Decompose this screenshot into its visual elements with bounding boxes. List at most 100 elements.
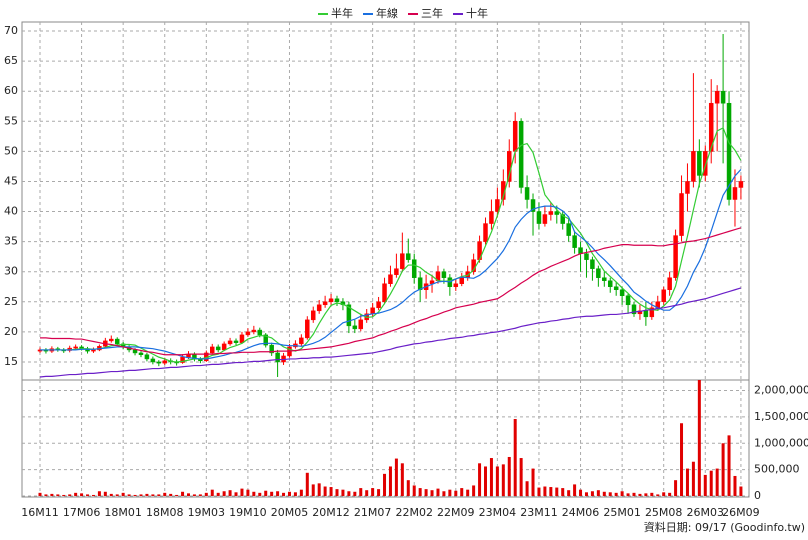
candle-body — [679, 193, 684, 236]
y2-tick-label: 1,500,000 — [754, 410, 808, 423]
candle-body — [73, 346, 78, 349]
volume-bar — [478, 463, 482, 496]
volume-bar — [596, 490, 600, 496]
volume-bar — [430, 490, 434, 496]
volume-bar — [739, 486, 743, 496]
volume-bar — [525, 481, 529, 496]
y2-tick-label: 0 — [754, 489, 761, 502]
volume-bar — [222, 491, 226, 496]
volume-bar — [412, 485, 416, 496]
volume-bar — [394, 458, 398, 496]
volume-bar — [282, 492, 286, 496]
candle-body — [263, 334, 268, 346]
candle-body — [489, 211, 494, 224]
candle-body — [215, 346, 221, 351]
volume-bar — [133, 494, 137, 496]
candle-body — [245, 331, 251, 336]
candle-body — [548, 211, 554, 215]
candle-body — [714, 90, 720, 104]
moving-average-line — [40, 227, 742, 356]
volume-bar — [192, 494, 196, 496]
y-tick-label: 70 — [4, 24, 18, 37]
volume-bar — [56, 494, 60, 496]
volume-bar — [121, 492, 125, 496]
volume-bar — [145, 493, 149, 496]
y2-tick-label: 1,000,000 — [754, 436, 808, 449]
y-tick-label: 55 — [4, 114, 18, 127]
volume-bar — [317, 483, 321, 496]
candle-body — [328, 298, 334, 303]
candle-body — [233, 340, 239, 343]
candle-body — [275, 352, 280, 363]
volume-bar — [181, 491, 185, 496]
candle-body — [162, 360, 167, 364]
volume-bar — [74, 492, 78, 496]
volume-bar — [127, 494, 131, 496]
volume-bar — [287, 491, 291, 496]
candle-body — [560, 214, 565, 224]
x-tick-label: 19M10 — [229, 506, 267, 519]
candle-body — [322, 301, 328, 306]
volume-bar — [62, 494, 66, 496]
volume-bar — [299, 489, 303, 496]
candle-body — [673, 235, 678, 278]
candle-body — [411, 259, 417, 278]
volume-bar — [216, 492, 220, 496]
candle-body — [566, 223, 571, 236]
candle-body — [661, 289, 666, 303]
volume-bar — [727, 435, 731, 496]
candle-body — [625, 295, 631, 306]
candle-body — [305, 319, 310, 339]
legend-label: 十年 — [466, 6, 488, 20]
candle-body — [691, 151, 696, 182]
y-tick-label: 20 — [4, 325, 18, 338]
volume-bar — [614, 492, 618, 496]
candle-body — [619, 289, 625, 297]
volume-bar — [246, 489, 250, 496]
volume-bar — [109, 493, 113, 496]
candle-body — [91, 349, 96, 352]
volume-bar — [234, 492, 238, 496]
candle-body — [370, 307, 375, 315]
volume-bar — [329, 487, 333, 496]
volume-bar — [175, 494, 179, 496]
volume-bar — [709, 470, 713, 496]
volume-bar — [703, 474, 707, 496]
moving-average-line — [40, 169, 742, 360]
volume-bar — [650, 492, 654, 496]
candle-body — [406, 253, 411, 260]
x-tick-label: 18M01 — [104, 506, 142, 519]
y2-tick-label: 500,000 — [754, 463, 800, 476]
volume-bar — [115, 494, 119, 496]
x-tick-label: 16M11 — [21, 506, 59, 519]
volume-bar — [638, 493, 642, 496]
price-pane — [21, 21, 750, 381]
volume-bar — [187, 493, 190, 496]
volume-bar — [377, 489, 381, 496]
volume-bar — [590, 491, 594, 496]
volume-bar — [204, 492, 208, 496]
volume-bar — [733, 475, 737, 496]
volume-bar — [626, 493, 630, 496]
volume-bar — [472, 485, 476, 496]
volume-bar — [662, 492, 666, 496]
volume-bar — [537, 487, 541, 496]
x-tick-label: 19M03 — [188, 506, 226, 519]
moving-average-line — [40, 127, 742, 363]
candle-body — [590, 259, 595, 269]
y-tick-label: 40 — [4, 205, 18, 218]
volume-bar — [388, 466, 392, 496]
volume-bar — [513, 419, 517, 496]
volume-bar — [501, 464, 505, 496]
candle-body — [109, 338, 114, 342]
x-tick-label: 22M02 — [395, 506, 433, 519]
volume-bar — [335, 489, 339, 496]
volume-bar — [555, 487, 559, 496]
candle-body — [251, 329, 257, 333]
volume-bar — [489, 458, 493, 496]
candle-body — [732, 187, 738, 200]
volume-bar — [442, 491, 446, 496]
candle-body — [400, 253, 405, 269]
candle-body — [269, 344, 274, 354]
x-tick-label: 22M09 — [437, 506, 475, 519]
